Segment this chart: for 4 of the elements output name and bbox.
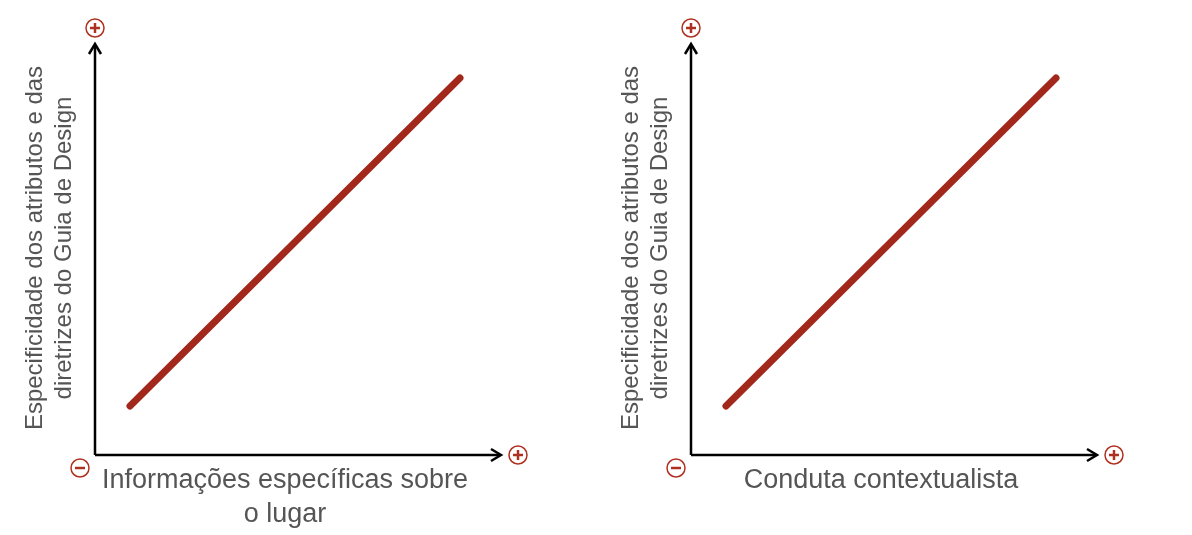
x-axis-title: Informações específicas sobre o lugar — [100, 463, 470, 530]
x-axis-title: Conduta contextualista — [742, 463, 1020, 496]
y-axis-title: Especificidade dos atributos e das diretrizes do Guia de Design — [19, 64, 77, 433]
y-axis-title: Especificidade dos atributos e das diretrizes do Guia de Design — [615, 64, 673, 433]
